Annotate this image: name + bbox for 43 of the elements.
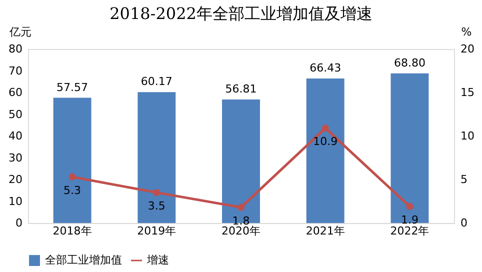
data-label: 10.9	[313, 135, 338, 148]
y2-tick-label: 5	[460, 173, 468, 186]
data-label: 1.9	[400, 213, 418, 226]
legend-label: 全部工业增加值	[45, 254, 122, 266]
point	[68, 173, 76, 180]
x-tick-label: 2020年	[222, 224, 260, 238]
y-tick-label: 80	[8, 42, 22, 56]
data-label: 57.57	[56, 80, 88, 94]
point	[322, 124, 329, 132]
bar	[53, 98, 92, 223]
x-tick-label: 2022年	[390, 224, 430, 238]
x-tick-label: 2021年	[306, 224, 345, 238]
bar	[222, 99, 260, 223]
x-tick-label: 2018年	[52, 224, 92, 238]
y2-tick-label: 15	[460, 86, 474, 99]
point	[153, 189, 160, 196]
y-tick-label: 30	[8, 151, 22, 164]
data-label: 68.80	[394, 56, 426, 70]
chart-title: 2018-2022年全部工业增加值及增速	[110, 4, 372, 23]
y-tick-label: 20	[8, 173, 22, 186]
point	[406, 202, 414, 210]
y-axis-title: 亿元	[8, 26, 32, 38]
y-tick-label: 40	[8, 130, 22, 142]
y-tick-label: 50	[8, 108, 22, 121]
y-tick-label: 10	[8, 194, 22, 208]
point	[237, 204, 245, 211]
y-tick-label: 70	[8, 64, 22, 78]
data-label: 66.43	[310, 62, 342, 75]
data-label: 3.5	[148, 200, 166, 213]
bar	[390, 73, 429, 223]
legend-label: 增速	[146, 254, 169, 266]
y2-axis-title: %	[461, 26, 472, 38]
y2-tick-label: 10	[460, 130, 474, 142]
x-tick-label: 2019年	[137, 224, 176, 238]
data-label: 56.81	[225, 82, 257, 96]
bar	[138, 92, 176, 223]
bar	[306, 78, 344, 223]
data-label: 60.17	[140, 75, 172, 88]
y-tick-label: 60	[8, 86, 22, 99]
y2-tick-label: 20	[460, 42, 474, 56]
data-label: 5.3	[64, 184, 82, 197]
y-tick-label: 0	[16, 216, 22, 230]
y2-tick-label: 0	[460, 216, 468, 230]
